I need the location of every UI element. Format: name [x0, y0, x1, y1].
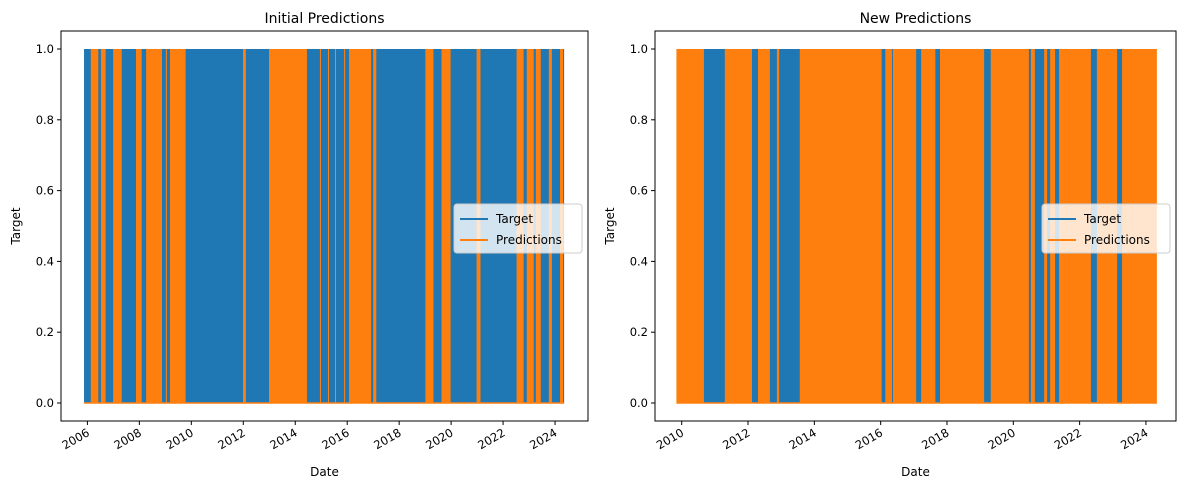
legend-label-target: Target	[1083, 212, 1121, 226]
subplot-2: 0.0 0.2 0.4 0.6 0.8 1.0 2010 2012 2014 2016 2018 20…	[603, 11, 1177, 479]
y-tick-label: 0.2	[36, 325, 54, 339]
x-tick-label: 2014	[267, 425, 299, 452]
y-tick-label: 0.4	[36, 254, 54, 268]
series-target-segment	[1028, 49, 1031, 403]
y-tick-label: 0.4	[630, 254, 648, 268]
series-predictions-segment	[269, 49, 307, 403]
series-predictions-segment	[334, 49, 337, 403]
series-predictions-segment	[425, 49, 434, 403]
series-predictions-segment	[373, 49, 377, 403]
series-target-segment	[751, 49, 758, 403]
x-tick-label: 2020	[985, 425, 1017, 452]
legend-label-predictions: Predictions	[496, 233, 562, 247]
series-predictions-segment	[165, 49, 167, 403]
x-tick-label: 2016	[853, 425, 885, 452]
legend: Target Predictions	[1041, 203, 1171, 254]
series-target-segment	[881, 49, 886, 403]
y-tick-label: 0.8	[630, 113, 648, 127]
legend-label-predictions: Predictions	[1084, 233, 1150, 247]
y-tick-label: 0.0	[630, 396, 648, 410]
y-tick-label: 1.0	[36, 42, 54, 56]
series-target-segment	[984, 49, 991, 403]
chart-title: New Predictions	[860, 11, 972, 27]
x-tick-label: 2006	[60, 425, 92, 452]
series-predictions-segment	[113, 49, 122, 403]
x-tick-label: 2024	[527, 425, 559, 452]
series-target-segment	[891, 49, 893, 403]
x-tick-label: 2020	[423, 425, 455, 452]
series-predictions-segment	[344, 49, 346, 403]
y-tick-label: 1.0	[630, 42, 648, 56]
series-target-segment	[916, 49, 922, 403]
x-axis-label: Date	[901, 465, 930, 479]
series-predictions-segment	[349, 49, 372, 403]
x-tick-label: 2022	[1052, 425, 1084, 452]
legend: Target Predictions	[453, 203, 583, 254]
y-axis-label: Target	[9, 207, 23, 245]
x-axis-label: Date	[310, 465, 339, 479]
series-predictions-segment	[327, 49, 330, 403]
legend-label-target: Target	[495, 212, 533, 226]
series-predictions-segment	[319, 49, 321, 403]
series-predictions-segment	[90, 49, 99, 403]
x-tick-label: 2008	[112, 425, 144, 452]
x-tick-label: 2010	[654, 425, 686, 452]
series-target-segment	[935, 49, 941, 403]
series-predictions-segment	[100, 49, 106, 403]
chart-title: Initial Predictions	[264, 11, 384, 27]
series-target-segment	[703, 49, 725, 403]
y-tick-label: 0.6	[36, 184, 54, 198]
series-predictions-segment	[135, 49, 142, 403]
x-tick-label: 2022	[475, 425, 507, 452]
x-tick-label: 2018	[919, 425, 951, 452]
axes-frame	[654, 30, 1177, 422]
axes-frame	[60, 30, 589, 422]
series-predictions-segment	[146, 49, 162, 403]
y-tick-label: 0.6	[630, 184, 648, 198]
x-tick-label: 2016	[319, 425, 351, 452]
series-target-segment	[779, 49, 800, 403]
series-predictions-segment	[441, 49, 451, 403]
y-tick-label: 0.8	[36, 113, 54, 127]
series-target-segment	[769, 49, 777, 403]
y-axis-label: Target	[603, 207, 617, 245]
subplot-1: 0.0 0.2 0.4 0.6 0.8 1.0 2006 2008 2010 2012 2014 20…	[9, 11, 589, 479]
x-tick-label: 2014	[786, 425, 818, 452]
x-tick-label: 2010	[163, 425, 195, 452]
x-tick-label: 2018	[371, 425, 403, 452]
series-predictions-segment	[243, 49, 246, 403]
y-tick-label: 0.2	[630, 325, 648, 339]
series-predictions-segment	[170, 49, 186, 403]
y-tick-label: 0.0	[36, 396, 54, 410]
x-tick-label: 2024	[1118, 425, 1150, 452]
series-target-segment	[1034, 49, 1045, 403]
x-tick-label: 2012	[215, 425, 247, 452]
x-tick-label: 2012	[720, 425, 752, 452]
